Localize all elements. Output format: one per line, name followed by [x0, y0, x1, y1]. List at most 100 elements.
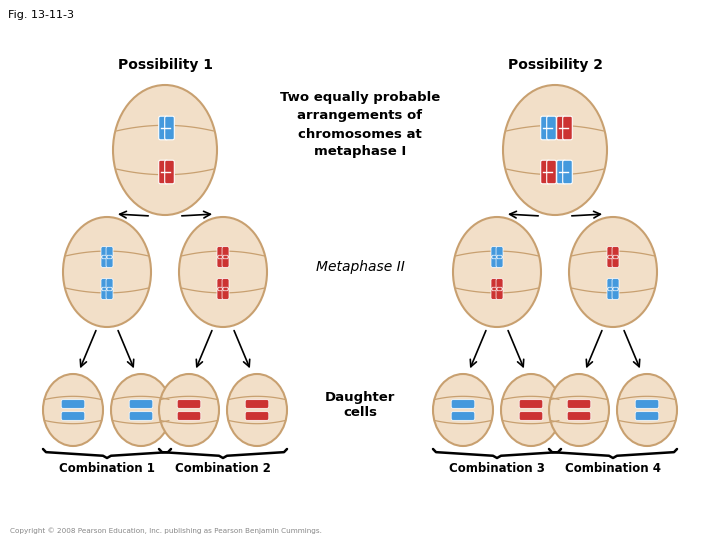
Text: Copyright © 2008 Pearson Education, Inc. publishing as Pearson Benjamin Cummings: Copyright © 2008 Pearson Education, Inc.… — [10, 528, 322, 534]
FancyBboxPatch shape — [218, 287, 223, 291]
FancyBboxPatch shape — [546, 116, 557, 140]
FancyBboxPatch shape — [541, 116, 550, 140]
FancyBboxPatch shape — [107, 287, 112, 291]
FancyBboxPatch shape — [491, 247, 498, 257]
FancyBboxPatch shape — [102, 287, 107, 291]
FancyBboxPatch shape — [101, 247, 108, 257]
Ellipse shape — [453, 217, 541, 327]
FancyBboxPatch shape — [519, 411, 543, 420]
FancyBboxPatch shape — [541, 160, 550, 184]
FancyBboxPatch shape — [101, 279, 108, 289]
FancyBboxPatch shape — [491, 279, 498, 289]
Ellipse shape — [617, 374, 677, 446]
FancyBboxPatch shape — [557, 160, 567, 184]
Ellipse shape — [503, 85, 607, 215]
FancyBboxPatch shape — [491, 256, 498, 267]
FancyBboxPatch shape — [612, 256, 619, 267]
FancyBboxPatch shape — [608, 287, 613, 291]
FancyBboxPatch shape — [567, 400, 591, 408]
Ellipse shape — [111, 374, 171, 446]
FancyBboxPatch shape — [222, 279, 229, 289]
FancyBboxPatch shape — [129, 400, 153, 408]
FancyBboxPatch shape — [492, 287, 497, 291]
FancyBboxPatch shape — [607, 256, 614, 267]
FancyBboxPatch shape — [101, 256, 108, 267]
FancyBboxPatch shape — [613, 255, 618, 259]
FancyBboxPatch shape — [106, 256, 113, 267]
FancyBboxPatch shape — [492, 255, 497, 259]
FancyBboxPatch shape — [222, 256, 229, 267]
Text: Daughter
cells: Daughter cells — [325, 391, 395, 419]
FancyBboxPatch shape — [546, 160, 557, 184]
FancyBboxPatch shape — [165, 160, 174, 184]
FancyBboxPatch shape — [563, 160, 572, 184]
FancyBboxPatch shape — [106, 289, 113, 299]
Ellipse shape — [63, 217, 151, 327]
FancyBboxPatch shape — [612, 279, 619, 289]
FancyBboxPatch shape — [217, 289, 224, 299]
FancyBboxPatch shape — [129, 411, 153, 420]
FancyBboxPatch shape — [101, 289, 108, 299]
FancyBboxPatch shape — [635, 400, 659, 408]
FancyBboxPatch shape — [102, 255, 107, 259]
FancyBboxPatch shape — [607, 279, 614, 289]
FancyBboxPatch shape — [613, 287, 618, 291]
FancyBboxPatch shape — [106, 247, 113, 257]
Text: Combination 1: Combination 1 — [59, 462, 155, 475]
FancyBboxPatch shape — [496, 247, 503, 257]
Ellipse shape — [179, 217, 267, 327]
FancyBboxPatch shape — [218, 255, 223, 259]
Ellipse shape — [569, 217, 657, 327]
Ellipse shape — [159, 374, 219, 446]
FancyBboxPatch shape — [177, 411, 201, 420]
FancyBboxPatch shape — [567, 411, 591, 420]
Ellipse shape — [549, 374, 609, 446]
Ellipse shape — [227, 374, 287, 446]
FancyBboxPatch shape — [451, 400, 474, 408]
FancyBboxPatch shape — [61, 411, 85, 420]
FancyBboxPatch shape — [246, 411, 269, 420]
FancyBboxPatch shape — [246, 400, 269, 408]
FancyBboxPatch shape — [177, 400, 201, 408]
Text: Possibility 1: Possibility 1 — [117, 58, 212, 72]
Ellipse shape — [113, 85, 217, 215]
FancyBboxPatch shape — [519, 400, 543, 408]
FancyBboxPatch shape — [608, 255, 613, 259]
FancyBboxPatch shape — [106, 279, 113, 289]
FancyBboxPatch shape — [491, 289, 498, 299]
FancyBboxPatch shape — [496, 279, 503, 289]
FancyBboxPatch shape — [607, 289, 614, 299]
Ellipse shape — [433, 374, 493, 446]
FancyBboxPatch shape — [158, 116, 168, 140]
FancyBboxPatch shape — [451, 411, 474, 420]
FancyBboxPatch shape — [222, 289, 229, 299]
Ellipse shape — [501, 374, 561, 446]
FancyBboxPatch shape — [223, 287, 228, 291]
FancyBboxPatch shape — [496, 289, 503, 299]
FancyBboxPatch shape — [612, 289, 619, 299]
Ellipse shape — [43, 374, 103, 446]
FancyBboxPatch shape — [497, 287, 502, 291]
FancyBboxPatch shape — [563, 116, 572, 140]
FancyBboxPatch shape — [612, 247, 619, 257]
FancyBboxPatch shape — [222, 247, 229, 257]
FancyBboxPatch shape — [107, 255, 112, 259]
FancyBboxPatch shape — [61, 400, 85, 408]
FancyBboxPatch shape — [557, 116, 567, 140]
FancyBboxPatch shape — [496, 256, 503, 267]
FancyBboxPatch shape — [217, 279, 224, 289]
FancyBboxPatch shape — [217, 247, 224, 257]
Text: Fig. 13-11-3: Fig. 13-11-3 — [8, 10, 74, 20]
Text: Combination 4: Combination 4 — [565, 462, 661, 475]
FancyBboxPatch shape — [497, 255, 502, 259]
FancyBboxPatch shape — [158, 160, 168, 184]
Text: Two equally probable
arrangements of
chromosomes at
metaphase I: Two equally probable arrangements of chr… — [280, 91, 440, 159]
FancyBboxPatch shape — [607, 247, 614, 257]
FancyBboxPatch shape — [217, 256, 224, 267]
Text: Combination 3: Combination 3 — [449, 462, 545, 475]
FancyBboxPatch shape — [223, 255, 228, 259]
Text: Combination 2: Combination 2 — [175, 462, 271, 475]
FancyBboxPatch shape — [165, 116, 174, 140]
Text: Metaphase II: Metaphase II — [315, 260, 405, 274]
Text: Possibility 2: Possibility 2 — [508, 58, 603, 72]
